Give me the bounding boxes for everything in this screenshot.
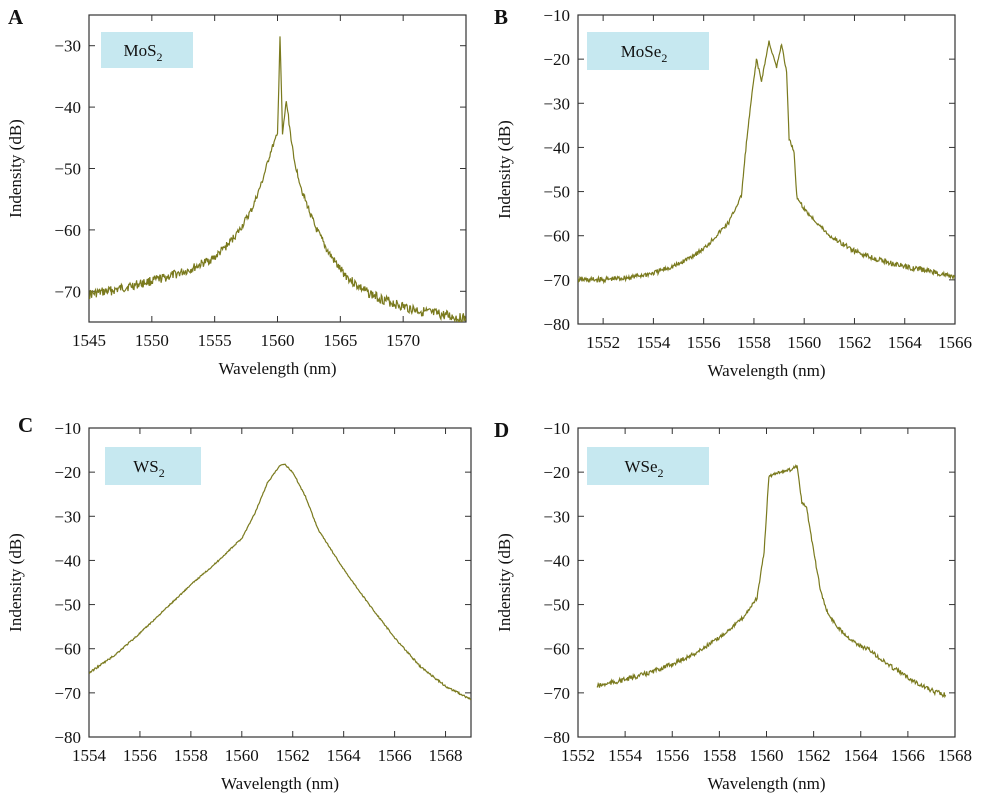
x-axis-title: Wavelength (nm) [221,774,339,793]
x-tick-label: 1564 [844,746,879,765]
x-tick-label: 1565 [323,331,357,350]
legend-label: WSe2 [624,457,663,480]
series-line [89,36,466,322]
y-tick-label: −50 [54,596,81,615]
x-tick-label: 1558 [702,746,736,765]
y-axis-title: Indensity (dB) [6,119,25,218]
chart-panel-d: D 1552 1554 1556 1558 1560 1562 1564 1566 1568 −10… [494,418,972,793]
y-tick-label: −20 [543,463,570,482]
x-tick-label: 1562 [276,746,310,765]
legend: WS2 [105,447,201,485]
y-axis-title: Indensity (dB) [6,533,25,632]
legend-box [105,447,201,485]
x-tick-label: 1564 [888,333,923,352]
y-axis-title: Indensity (dB) [495,120,514,219]
legend-label: WS2 [133,457,165,480]
y-tick-label: −40 [54,98,81,117]
y-tick-label: −30 [54,507,81,526]
x-axis-title: Wavelength (nm) [218,359,336,378]
x-tick-label: 1562 [837,333,871,352]
y-tick-label: −30 [543,507,570,526]
legend: MoSe2 [587,32,709,70]
y-tick-label: −70 [543,684,570,703]
x-tick-label: 1568 [429,746,463,765]
x-tick-label: 1552 [561,746,595,765]
x-tick-label: 1560 [261,331,295,350]
x-axis-title: Wavelength (nm) [707,361,825,380]
x-tick-label: 1560 [225,746,259,765]
x-tick-label: 1556 [687,333,721,352]
panel-letter: A [8,5,24,29]
x-tick-label: 1554 [608,746,643,765]
y-tick-label: −40 [54,551,81,570]
y-tick-label: −40 [543,138,570,157]
y-tick-label: −50 [543,183,570,202]
x-tick-label: 1545 [72,331,106,350]
chart-panel-c: C 1554 1556 1558 1560 1562 1564 1566 1568 −10 −20 −… [6,413,472,793]
x-tick-label: 1566 [378,746,412,765]
x-tick-label: 1570 [386,331,420,350]
series-line [578,40,955,285]
legend-label: MoSe2 [621,42,668,65]
y-tick-label: −50 [54,160,81,179]
y-tick-label: −60 [54,640,81,659]
x-tick-label: 1554 [636,333,671,352]
y-tick-label: −80 [54,728,81,747]
legend-label: MoS2 [123,41,162,64]
x-tick-label: 1564 [327,746,362,765]
x-tick-label: 1560 [750,746,784,765]
x-tick-label: 1560 [787,333,821,352]
x-tick-label: 1556 [123,746,157,765]
x-axis-title: Wavelength (nm) [707,774,825,793]
x-tick-label: 1558 [737,333,771,352]
series-line [89,463,471,701]
y-tick-label: −70 [54,684,81,703]
series-line [596,464,947,699]
y-tick-label: −60 [54,221,81,240]
y-tick-label: −10 [54,419,81,438]
panel-letter: C [18,413,33,437]
x-tick-label: 1558 [174,746,208,765]
legend: WSe2 [587,447,709,485]
y-tick-label: −80 [543,728,570,747]
y-tick-label: −60 [543,227,570,246]
plot-frame [577,14,956,325]
x-tick-label: 1566 [891,746,925,765]
x-tick-label: 1568 [938,746,972,765]
y-tick-label: −70 [543,271,570,290]
y-tick-label: −50 [543,596,570,615]
legend-box [101,32,193,68]
y-tick-label: −70 [54,282,81,301]
panel-letter: D [494,418,509,442]
y-tick-label: −20 [54,463,81,482]
x-tick-label: 1555 [198,331,232,350]
legend-box [587,447,709,485]
y-tick-label: −10 [543,6,570,25]
legend: MoS2 [101,32,193,68]
chart-panel-a: A 1545 1550 1555 1560 1565 1570 −30 −40 −50 −60 −70… [6,5,467,378]
y-tick-label: −20 [543,50,570,69]
y-tick-label: −60 [543,640,570,659]
y-tick-label: −30 [54,37,81,56]
chart-panel-b: B 1552 1554 1556 1558 1560 1562 1564 1566 −10 −20 −… [494,5,972,380]
y-tick-label: −40 [543,551,570,570]
x-tick-label: 1554 [72,746,107,765]
x-tick-label: 1550 [135,331,169,350]
x-tick-label: 1566 [938,333,972,352]
legend-box [587,32,709,70]
x-tick-label: 1552 [586,333,620,352]
y-axis-title: Indensity (dB) [495,533,514,632]
panel-letter: B [494,5,508,29]
plot-frame [88,427,472,738]
y-tick-label: −10 [543,419,570,438]
y-tick-label: −80 [543,315,570,334]
x-tick-label: 1556 [655,746,689,765]
x-tick-label: 1562 [797,746,831,765]
y-tick-label: −30 [543,94,570,113]
